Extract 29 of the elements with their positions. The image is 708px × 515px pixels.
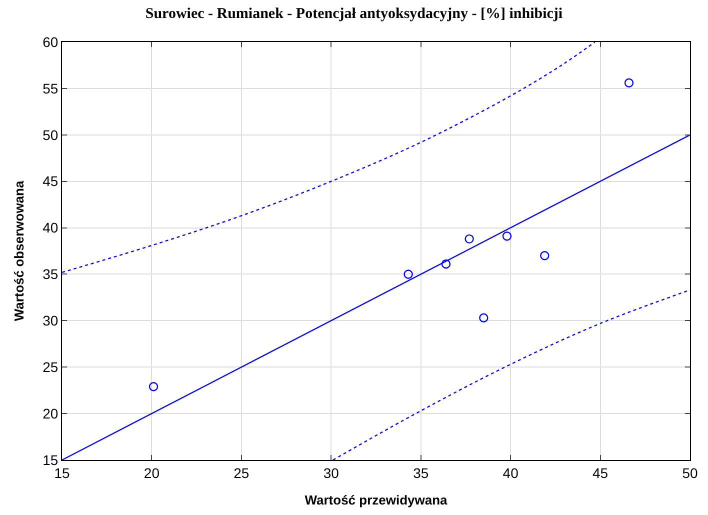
point	[540, 251, 550, 260]
line-series	[62, 42, 596, 273]
y-tick-label: 35	[42, 266, 58, 282]
point	[624, 78, 634, 88]
x-tick-label: 35	[413, 464, 429, 481]
y-axis-title: Wartość obserwowana	[12, 180, 27, 322]
y-tick-label: 30	[42, 312, 58, 329]
y-tick-label: 45	[42, 173, 58, 190]
y-tick-label: 55	[42, 80, 58, 96]
point	[464, 234, 474, 244]
point	[441, 259, 451, 269]
x-axis-title: Wartość przewidywana	[304, 492, 448, 508]
point	[479, 313, 488, 322]
y-tick-label: 20	[42, 405, 58, 422]
line-series	[332, 289, 690, 460]
y-tick-label: 50	[42, 126, 58, 143]
y-tick-label: 40	[42, 220, 58, 236]
x-tick-label: 40	[502, 464, 519, 481]
x-tick-label: 45	[592, 464, 608, 481]
point	[148, 382, 158, 392]
y-tick-label: 25	[42, 359, 58, 376]
y-tick-label: 60	[42, 34, 58, 50]
point	[502, 232, 512, 241]
x-tick-label: 50	[682, 464, 698, 481]
x-tick-label: 20	[144, 464, 160, 481]
chart-title: Surowiec - Rumianek - Potencjał antyoksydacyjny - [%] inhibicji	[145, 6, 563, 22]
point	[404, 270, 413, 279]
x-tick-label: 30	[323, 464, 340, 481]
x-tick-label: 25	[234, 464, 250, 481]
